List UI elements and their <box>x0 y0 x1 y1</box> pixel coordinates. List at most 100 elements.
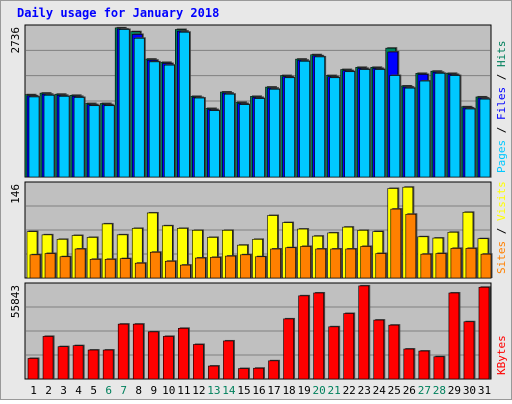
bar-kbytes-day-4 <box>72 345 84 380</box>
bar-sites-day-8 <box>134 262 146 279</box>
x-tick-label: 19 <box>297 384 310 397</box>
x-tick-label: 20 <box>313 384 326 397</box>
x-tick-label: 8 <box>135 384 142 397</box>
x-tick-label: 15 <box>237 384 250 397</box>
bar-kbytes-day-14 <box>223 340 234 380</box>
bar-pages-day-11 <box>179 31 190 178</box>
bar-pages-day-24 <box>374 69 386 178</box>
bar-pages-day-12 <box>194 97 205 178</box>
x-tick-label: 3 <box>60 384 67 397</box>
x-tick-label: 18 <box>282 384 295 397</box>
legend-separator: / <box>495 67 508 87</box>
bar-sites-day-18 <box>285 247 296 279</box>
kbytes-legend-label: KBytes <box>495 335 508 375</box>
bar-pages-day-25 <box>389 75 401 178</box>
bar-kbytes-day-12 <box>193 344 204 380</box>
bar-pages-day-10 <box>163 64 175 178</box>
bar-kbytes-day-6 <box>102 349 114 380</box>
x-tick-label: 14 <box>222 384 236 397</box>
bar-pages-day-1 <box>28 96 40 178</box>
bar-sites-day-26 <box>405 213 417 279</box>
x-tick-label: 25 <box>388 384 401 397</box>
bar-kbytes-day-30 <box>463 321 475 380</box>
bar-pages-day-21 <box>329 77 340 178</box>
x-tick-label: 27 <box>418 384 431 397</box>
legend-pages: Pages <box>495 140 508 173</box>
bar-kbytes-day-16 <box>253 367 264 380</box>
bar-sites-day-30 <box>465 248 477 279</box>
bar-kbytes-day-9 <box>147 331 159 380</box>
bar-sites-day-16 <box>255 256 266 279</box>
bar-sites-day-14 <box>225 255 236 279</box>
bar-pages-day-29 <box>449 75 461 178</box>
bar-sites-day-10 <box>164 260 176 279</box>
legend-hits: Hits <box>495 41 508 68</box>
bar-pages-day-14 <box>224 93 235 178</box>
bar-kbytes-day-11 <box>178 328 189 380</box>
bar-kbytes-day-8 <box>132 323 144 380</box>
legend-separator: / <box>495 120 508 140</box>
bar-pages-day-3 <box>58 96 70 178</box>
chart-title: Daily usage for January 2018 <box>17 6 219 20</box>
bar-sites-day-3 <box>59 256 71 279</box>
bar-pages-day-7 <box>118 29 130 178</box>
bar-sites-day-24 <box>375 253 387 279</box>
bar-kbytes-day-10 <box>162 336 174 380</box>
x-tick-label: 22 <box>343 384 356 397</box>
bar-sites-day-25 <box>390 208 402 279</box>
hits-files-pages-panel: 2736 Pages / Files / Hits <box>9 24 508 178</box>
legend-sites: Sites <box>495 241 508 274</box>
bar-sites-day-13 <box>210 257 221 279</box>
x-tick-label: 7 <box>120 384 127 397</box>
bar-sites-day-28 <box>435 253 447 279</box>
x-tick-label: 29 <box>448 384 461 397</box>
bar-kbytes-day-23 <box>358 285 370 380</box>
bar-sites-day-23 <box>360 246 372 279</box>
bar-kbytes-day-13 <box>208 365 219 380</box>
bar-sites-day-2 <box>44 253 56 279</box>
kbytes-ymax-label: 55843 <box>9 285 22 318</box>
x-tick-label: 31 <box>478 384 491 397</box>
bar-kbytes-day-31 <box>478 286 490 380</box>
bar-sites-day-20 <box>315 248 326 279</box>
bar-sites-day-7 <box>119 258 131 279</box>
bar-sites-day-29 <box>450 248 462 279</box>
bar-pages-day-20 <box>314 56 325 178</box>
x-tick-label: 13 <box>207 384 220 397</box>
bar-sites-day-22 <box>345 248 356 279</box>
bar-kbytes-day-20 <box>313 292 324 380</box>
kbytes-panel: 55843 KBytes <box>9 282 508 380</box>
visits-sites-legend-label: Sites / Visits <box>495 181 508 274</box>
legend-visits: Visits <box>495 181 508 221</box>
bar-pages-day-2 <box>43 95 55 178</box>
x-tick-label: 9 <box>150 384 157 397</box>
bar-sites-day-21 <box>330 248 341 279</box>
x-tick-label: 26 <box>403 384 416 397</box>
bar-kbytes-day-29 <box>448 292 460 380</box>
bar-kbytes-day-17 <box>268 360 279 380</box>
bar-pages-day-22 <box>344 71 355 178</box>
bar-pages-day-4 <box>73 97 85 178</box>
x-tick-label: 24 <box>373 384 387 397</box>
x-tick-label: 1 <box>30 384 37 397</box>
bar-pages-day-5 <box>88 105 100 178</box>
bar-kbytes-day-7 <box>117 323 129 380</box>
legend-separator: / <box>495 221 508 241</box>
x-tick-label: 10 <box>162 384 175 397</box>
legend-files: Files <box>495 87 508 120</box>
bar-pages-day-15 <box>239 104 250 178</box>
bar-sites-day-4 <box>74 248 86 279</box>
x-axis-day-labels: 1 2 3 4 5 6 7 8 9 10 11 12 13 14 15 16 17 18 19 20 21 22 23 24 2… <box>30 384 491 397</box>
bar-kbytes-day-21 <box>328 326 339 380</box>
x-tick-label: 21 <box>328 384 341 397</box>
x-tick-label: 17 <box>267 384 280 397</box>
x-tick-label: 16 <box>252 384 265 397</box>
bar-pages-day-13 <box>209 110 220 178</box>
bar-pages-day-30 <box>464 108 476 178</box>
visits-sites-panel: 146 Sites / Visits <box>9 181 508 279</box>
x-tick-label: 4 <box>75 384 82 397</box>
bar-kbytes-day-15 <box>238 368 249 380</box>
bar-pages-day-6 <box>103 105 115 178</box>
x-tick-label: 5 <box>90 384 97 397</box>
